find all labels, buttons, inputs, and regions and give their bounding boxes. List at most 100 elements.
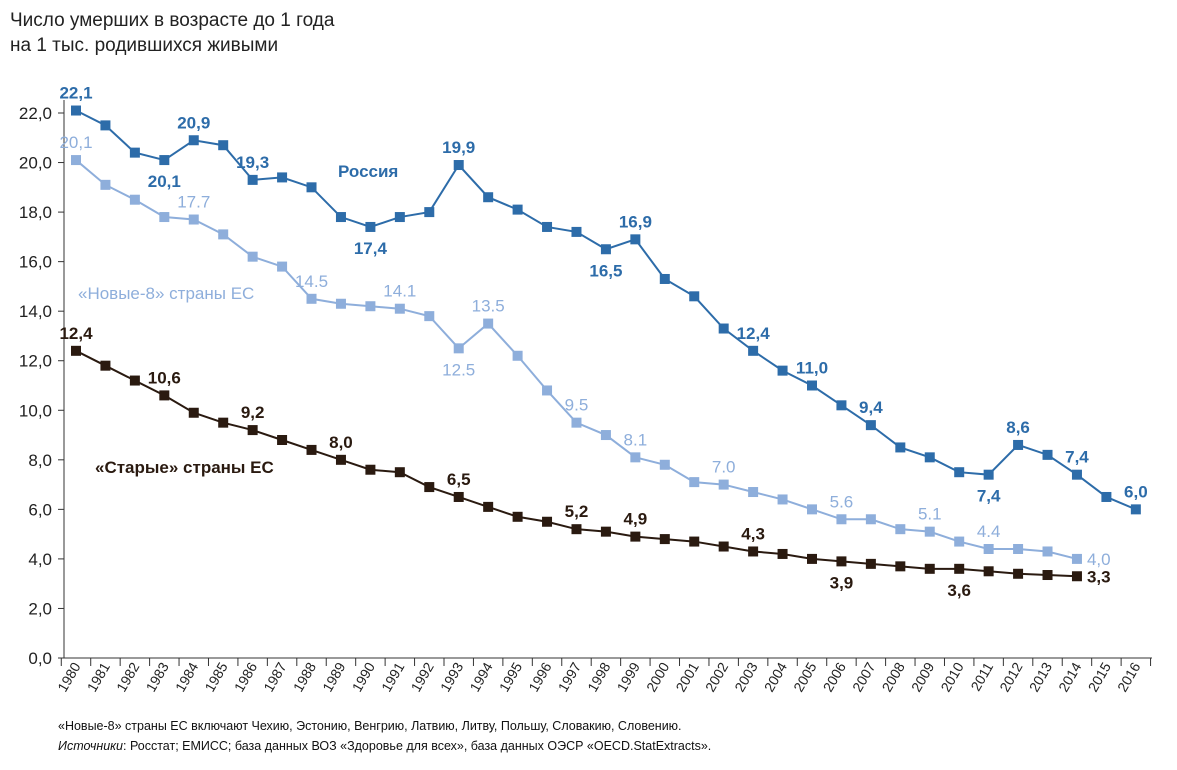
- data-point: [571, 226, 582, 237]
- data-label: 3,6: [947, 581, 971, 600]
- y-tick-label: 20,0: [19, 154, 52, 173]
- data-point: [1013, 439, 1024, 450]
- data-label: 10,6: [148, 368, 181, 387]
- data-label: 4,9: [624, 510, 648, 529]
- data-point: [954, 563, 965, 574]
- data-point: [71, 155, 81, 166]
- data-point: [71, 345, 81, 356]
- x-tick-label: 1982: [113, 659, 143, 694]
- data-label: 20,1: [59, 133, 92, 152]
- data-point: [453, 343, 464, 354]
- data-label: 12.5: [442, 360, 475, 379]
- data-label: 17,4: [354, 239, 388, 258]
- data-label: 22,1: [59, 84, 92, 103]
- data-point: [807, 553, 817, 564]
- data-point: [836, 400, 847, 411]
- data-point: [571, 417, 582, 428]
- series-label: Россия: [338, 162, 398, 181]
- y-tick-label: 16,0: [19, 253, 52, 272]
- y-tick-label: 8,0: [28, 451, 52, 470]
- data-point: [630, 234, 641, 245]
- data-point: [453, 160, 464, 171]
- data-point: [512, 350, 523, 361]
- data-point: [335, 298, 346, 309]
- data-point: [483, 501, 494, 512]
- data-point: [512, 511, 523, 522]
- x-tick-label: 1998: [584, 659, 614, 694]
- data-point: [1071, 469, 1082, 480]
- data-label: 8,0: [329, 433, 353, 452]
- x-tick-label: 1997: [555, 659, 585, 694]
- footnotes: «Новые-8» страны ЕС включают Чехию, Эсто…: [58, 716, 711, 756]
- x-tick-label: 1993: [437, 659, 467, 694]
- x-tick-label: 1992: [407, 659, 437, 694]
- data-label: 16,9: [619, 212, 652, 231]
- data-label: 4.4: [977, 522, 1001, 541]
- data-label: 11,0: [796, 359, 828, 378]
- data-point: [483, 192, 494, 203]
- data-point: [748, 345, 759, 356]
- y-tick-label: 2,0: [28, 599, 52, 618]
- x-tick-label: 2011: [967, 659, 996, 693]
- series-label: «Новые-8» страны ЕС: [78, 284, 254, 303]
- x-tick-label: 2003: [731, 659, 761, 694]
- y-tick-label: 0,0: [28, 649, 52, 668]
- data-point: [865, 420, 876, 431]
- data-label: 12,4: [59, 324, 93, 343]
- data-label: 12,4: [737, 324, 771, 343]
- data-point: [924, 526, 935, 537]
- data-point: [748, 487, 759, 498]
- data-label: 17.7: [177, 193, 210, 212]
- data-point: [807, 380, 817, 391]
- data-point: [247, 251, 258, 262]
- data-point: [542, 385, 553, 396]
- data-label: 14.1: [383, 282, 416, 301]
- data-label: 9.5: [565, 396, 589, 415]
- data-label: 5,2: [565, 502, 589, 521]
- y-tick-label: 12,0: [19, 352, 52, 371]
- x-tick-label: 2004: [761, 659, 791, 694]
- data-point: [335, 212, 346, 223]
- data-point: [983, 566, 994, 577]
- data-point: [718, 541, 729, 552]
- x-tick-label: 1991: [378, 659, 408, 694]
- data-point: [453, 491, 464, 502]
- data-point: [1071, 571, 1082, 582]
- data-point: [718, 479, 729, 490]
- data-point: [542, 221, 553, 232]
- data-label: 8,6: [1006, 418, 1030, 437]
- data-point: [188, 135, 199, 146]
- data-point: [277, 435, 288, 445]
- x-tick-label: 1983: [142, 659, 172, 694]
- data-point: [424, 311, 435, 322]
- data-point: [159, 390, 170, 401]
- x-tick-label: 1994: [466, 659, 496, 694]
- data-point: [659, 273, 670, 284]
- sources-label: Источники: [58, 739, 124, 753]
- series-label: «Старые» страны ЕС: [95, 458, 274, 477]
- data-point: [1101, 491, 1112, 502]
- data-point: [836, 556, 847, 567]
- x-tick-label: 2002: [702, 659, 732, 694]
- data-point: [71, 105, 81, 116]
- data-point: [630, 531, 641, 542]
- data-point: [600, 430, 611, 441]
- data-point: [100, 120, 111, 131]
- x-tick-label: 1990: [349, 659, 379, 694]
- data-point: [777, 494, 788, 505]
- data-point: [689, 477, 700, 488]
- data-label: 13.5: [472, 297, 505, 316]
- data-point: [659, 534, 670, 545]
- data-point: [394, 303, 405, 314]
- x-tick-label: 2009: [908, 659, 938, 694]
- data-point: [777, 365, 788, 376]
- data-label: 3,9: [830, 573, 854, 592]
- data-point: [895, 561, 906, 572]
- data-point: [512, 204, 523, 215]
- data-label: 8.1: [624, 430, 648, 449]
- x-tick-label: 1995: [496, 659, 526, 694]
- data-point: [1042, 570, 1053, 581]
- data-label: 3,3: [1087, 567, 1111, 586]
- data-point: [1013, 544, 1024, 554]
- x-tick-label: 1984: [172, 659, 202, 694]
